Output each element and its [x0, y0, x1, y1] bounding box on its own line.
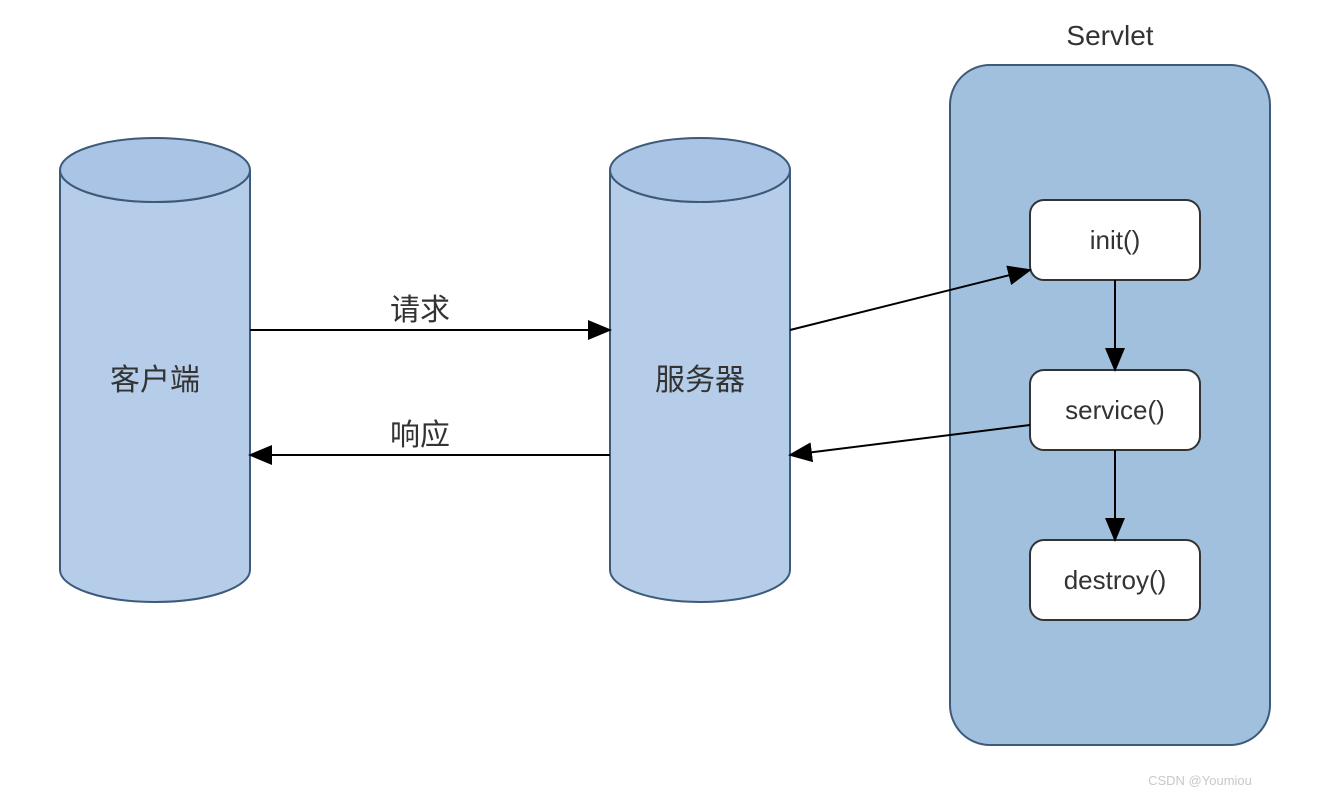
servlet-title: Servlet [1066, 20, 1153, 51]
svg-text:客户端: 客户端 [110, 364, 200, 397]
server-cylinder: 服务器 [610, 138, 790, 602]
client-cylinder: 客户端 [60, 138, 250, 602]
init-box: init() [1030, 200, 1200, 280]
destroy-box: destroy() [1030, 540, 1200, 620]
svg-text:服务器: 服务器 [655, 364, 745, 397]
watermark-text: CSDN @Youmiou [1148, 773, 1252, 788]
svg-text:service(): service() [1065, 395, 1165, 425]
diagram-canvas: Servlet 客户端 服务器 init() service() destroy… [0, 0, 1320, 795]
request-label: 请求 [390, 294, 450, 327]
svg-text:init(): init() [1090, 225, 1141, 255]
service-box: service() [1030, 370, 1200, 450]
svg-text:destroy(): destroy() [1064, 565, 1167, 595]
response-label: 响应 [390, 419, 450, 452]
